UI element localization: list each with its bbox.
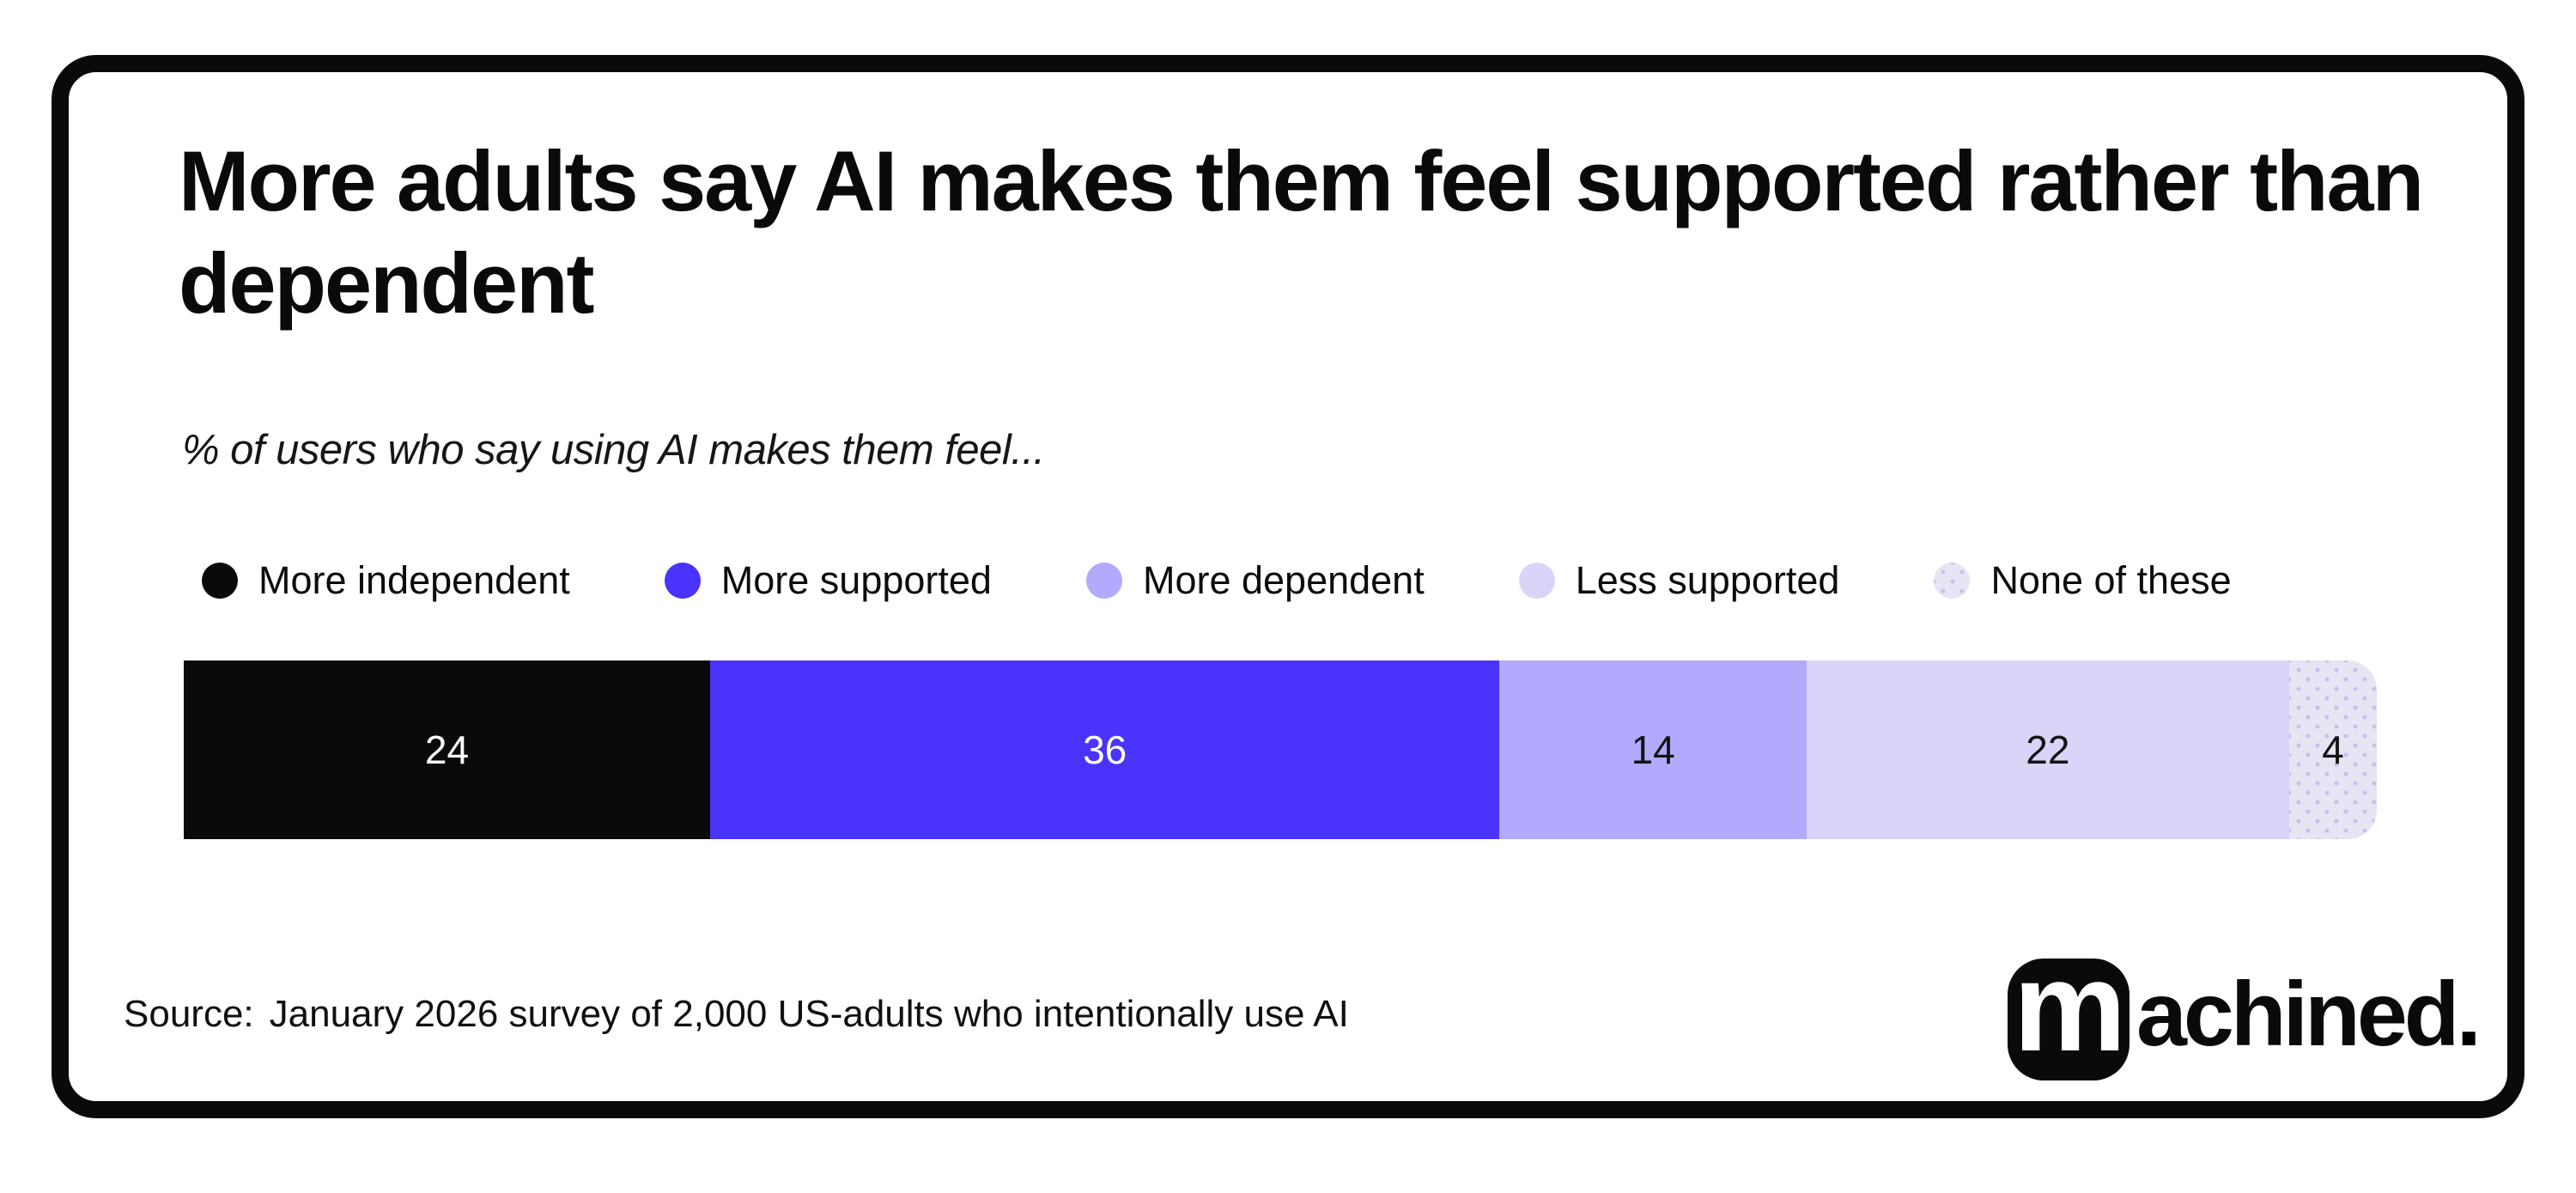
- bar-segment-more-supported: 36: [709, 660, 1500, 839]
- bar-segment-none-of-these: 4: [2288, 660, 2377, 839]
- logo-text: achined: [2136, 963, 2460, 1065]
- legend-label: More dependent: [1142, 558, 1425, 602]
- logo-mark-letter: m: [2013, 936, 2127, 1078]
- legend-swatch-icon: [202, 563, 238, 599]
- legend-label: More independent: [258, 558, 570, 602]
- legend-label: None of these: [1990, 558, 2232, 602]
- legend-label: Less supported: [1575, 558, 1840, 602]
- stacked-bar: 24 36 14 22 4: [184, 660, 2377, 839]
- legend-swatch-icon: [1085, 563, 1122, 599]
- legend-label: More supported: [720, 558, 992, 602]
- logo-mark-box: m: [2007, 944, 2129, 1080]
- source-text: January 2026 survey of 2,000 US-adults w…: [269, 993, 1349, 1035]
- legend-item-less-supported: Less supported: [1518, 558, 1840, 603]
- bar-segment-more-dependent: 14: [1499, 660, 1807, 839]
- brand-logo: m achined .: [2007, 944, 2482, 1080]
- bar-segment-less-supported: 22: [1806, 660, 2289, 839]
- logo-period: .: [2456, 963, 2482, 1065]
- chart-card: More adults say AI makes them feel suppo…: [52, 55, 2524, 1118]
- legend-item-more-independent: More independent: [202, 558, 570, 603]
- legend-swatch-icon: [664, 563, 701, 599]
- legend-item-none-of-these: None of these: [1934, 558, 2232, 603]
- legend-swatch-icon: [1934, 563, 1971, 599]
- legend-swatch-icon: [1518, 563, 1555, 599]
- legend: More independent More supported More depen…: [202, 558, 2232, 603]
- chart-subtitle: % of users who say using AI makes them f…: [182, 427, 1045, 473]
- legend-item-more-supported: More supported: [664, 558, 992, 603]
- bar-segment-more-independent: 24: [184, 660, 710, 839]
- source-note: Source: January 2026 survey of 2,000 US-a…: [124, 993, 1349, 1036]
- legend-item-more-dependent: More dependent: [1085, 558, 1425, 603]
- chart-title: More adults say AI makes them feel suppo…: [179, 133, 2424, 331]
- source-label: Source:: [124, 993, 254, 1035]
